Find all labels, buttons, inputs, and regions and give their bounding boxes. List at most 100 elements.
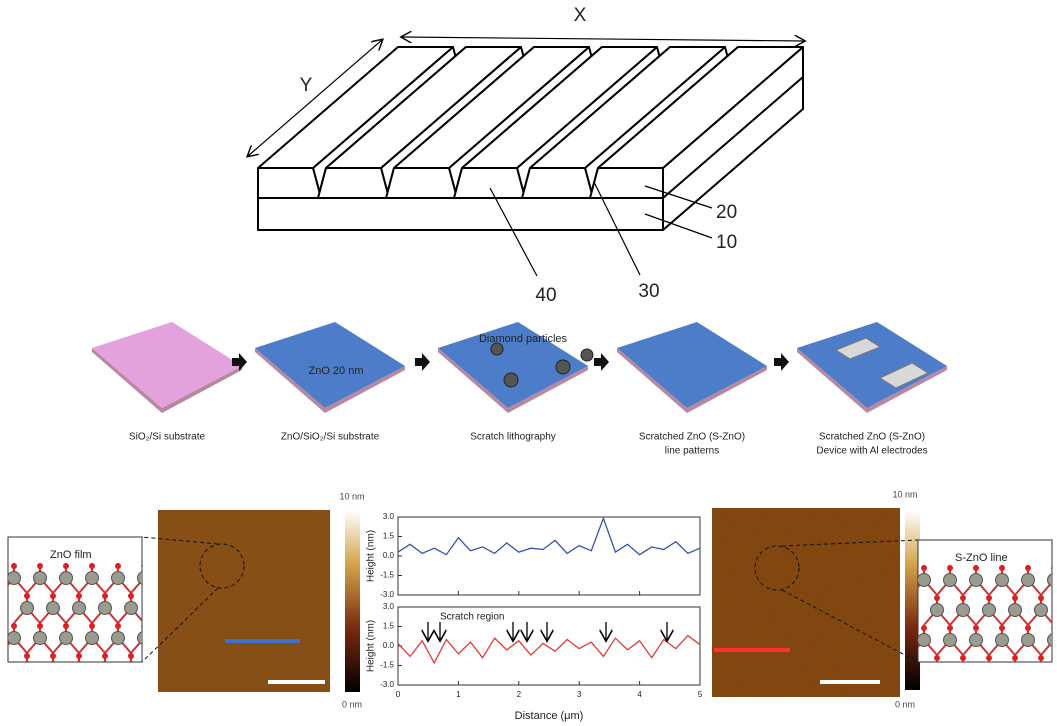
x-tick-label: 4 — [637, 690, 642, 699]
bond — [144, 608, 157, 623]
step-label: Device with Al electrodes — [816, 446, 927, 457]
o-atom — [1025, 625, 1031, 631]
step-label: SiO₂/Si substrate — [129, 432, 206, 443]
zn-atom — [1022, 634, 1035, 647]
x-label: X — [574, 5, 587, 26]
o-atom — [960, 595, 966, 601]
box-label: S-ZnO line — [955, 552, 1008, 564]
y-axis-label: Height (nm) — [366, 530, 377, 582]
o-atom — [24, 653, 30, 659]
o-atom — [89, 563, 95, 569]
scale-max: 10 nm — [339, 491, 364, 501]
bond — [963, 670, 976, 685]
y-tick-label: 0.0 — [383, 551, 395, 560]
bond — [14, 668, 27, 683]
o-atom — [947, 625, 953, 631]
callout: 30 — [638, 281, 659, 302]
figure: X Y 20 10 4 0 30 SiO₂/Si substrate ZnO/SiO… — [0, 0, 1057, 726]
ridge-front — [258, 168, 321, 198]
zn-atom — [918, 634, 931, 647]
zn-atom — [944, 634, 957, 647]
profile-trace — [398, 518, 700, 554]
tile — [92, 322, 242, 408]
y-tick-label: -3.0 — [380, 680, 394, 689]
zn-atom — [983, 604, 996, 617]
x-tick-label: 5 — [698, 690, 703, 699]
y-tick-label: 3.0 — [383, 512, 395, 521]
bond — [1028, 670, 1041, 685]
bond — [92, 668, 105, 683]
o-atom — [973, 565, 979, 571]
o-atom — [1038, 655, 1044, 661]
zn-atom — [8, 632, 21, 645]
o-atom — [102, 653, 108, 659]
o-atom — [11, 623, 17, 629]
step-label: ZnO/SiO₂/Si substrate — [281, 432, 380, 443]
y-tick-label: -1.5 — [380, 661, 394, 670]
callout: 20 — [716, 202, 737, 223]
zn-atom — [918, 574, 931, 587]
o-atom — [1051, 565, 1057, 571]
step-label: Scratched ZnO (S-ZnO) — [819, 432, 925, 443]
zn-atom — [125, 662, 138, 675]
o-atom — [986, 595, 992, 601]
o-atom — [63, 563, 69, 569]
ridge-front — [590, 168, 663, 198]
o-atom — [89, 623, 95, 629]
o-atom — [11, 563, 17, 569]
bond — [79, 668, 92, 683]
y-tick-label: -3.0 — [380, 590, 394, 599]
zn-atom — [1009, 604, 1022, 617]
bond — [937, 670, 950, 685]
o-atom — [960, 655, 966, 661]
bond — [144, 638, 157, 653]
o-atom — [128, 593, 134, 599]
x-tick-label: 2 — [517, 690, 522, 699]
step-label: Scratched ZnO (S-ZnO) — [639, 432, 745, 443]
bond — [144, 668, 157, 683]
o-atom — [1025, 565, 1031, 571]
zn-atom — [34, 632, 47, 645]
zn-atom — [970, 574, 983, 587]
o-atom — [921, 565, 927, 571]
zn-atom — [970, 634, 983, 647]
bond — [118, 668, 131, 683]
y-axis-label: Height (nm) — [366, 620, 377, 672]
bond — [989, 670, 1002, 685]
x-axis-label: Distance (μm) — [515, 710, 584, 722]
callout: 10 — [716, 232, 737, 253]
x-arrow — [402, 37, 804, 41]
zn-atom — [996, 574, 1009, 587]
x-tick-label: 0 — [396, 690, 401, 699]
bond — [131, 668, 144, 683]
o-atom — [128, 653, 134, 659]
annotation: Diamond particles — [479, 333, 568, 345]
bond — [53, 668, 66, 683]
zn-atom — [73, 662, 86, 675]
o-atom — [37, 623, 43, 629]
bond — [924, 670, 937, 685]
step-label: Scratch lithography — [470, 432, 556, 443]
bond — [1041, 670, 1054, 685]
step-label: line patterns — [665, 446, 719, 457]
y-tick-label: 3.0 — [383, 602, 395, 611]
o-atom — [63, 623, 69, 629]
zn-atom — [47, 662, 60, 675]
zn-atom — [21, 662, 34, 675]
o-atom — [1012, 595, 1018, 601]
zn-atom — [86, 632, 99, 645]
zn-atom — [21, 602, 34, 615]
o-atom — [986, 655, 992, 661]
zn-atom — [138, 632, 151, 645]
zn-atom — [983, 664, 996, 677]
y-label: Y — [300, 75, 313, 96]
ridge-front — [454, 168, 525, 198]
tile — [797, 322, 947, 408]
zn-atom — [1035, 664, 1048, 677]
o-atom — [947, 565, 953, 571]
zn-atom — [1035, 604, 1048, 617]
bond — [976, 670, 989, 685]
o-atom — [115, 563, 121, 569]
o-atom — [999, 565, 1005, 571]
zn-atom — [73, 602, 86, 615]
